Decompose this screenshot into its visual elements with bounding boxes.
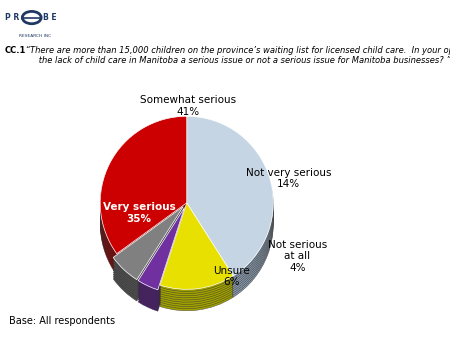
Wedge shape xyxy=(138,212,184,294)
Text: Not very serious
14%: Not very serious 14% xyxy=(246,168,332,189)
Text: CC.1: CC.1 xyxy=(4,46,26,55)
Wedge shape xyxy=(113,228,183,301)
Wedge shape xyxy=(100,125,187,262)
Wedge shape xyxy=(160,203,233,289)
Wedge shape xyxy=(160,211,233,298)
Wedge shape xyxy=(113,215,183,288)
Wedge shape xyxy=(160,207,233,294)
Wedge shape xyxy=(138,222,184,305)
Wedge shape xyxy=(113,209,183,282)
Wedge shape xyxy=(187,129,273,289)
Wedge shape xyxy=(138,225,184,307)
Wedge shape xyxy=(138,220,184,303)
Text: Somewhat serious
41%: Somewhat serious 41% xyxy=(140,95,237,117)
Wedge shape xyxy=(113,224,183,297)
Wedge shape xyxy=(113,219,183,292)
Text: Unsure
6%: Unsure 6% xyxy=(213,266,250,287)
Wedge shape xyxy=(160,224,233,311)
Text: “There are more than 15,000 children on the province’s waiting list for licensed: “There are more than 15,000 children on … xyxy=(23,46,450,65)
Wedge shape xyxy=(187,123,273,282)
Wedge shape xyxy=(187,138,273,297)
Wedge shape xyxy=(100,121,187,258)
Wedge shape xyxy=(138,218,184,300)
Wedge shape xyxy=(100,118,187,256)
Wedge shape xyxy=(160,218,233,304)
Text: Very serious
35%: Very serious 35% xyxy=(103,202,176,224)
Wedge shape xyxy=(100,136,187,273)
Wedge shape xyxy=(160,205,233,291)
Wedge shape xyxy=(187,127,273,287)
Wedge shape xyxy=(100,116,187,254)
Wedge shape xyxy=(100,131,187,269)
Wedge shape xyxy=(113,211,183,284)
Wedge shape xyxy=(113,222,183,295)
Wedge shape xyxy=(100,138,187,275)
Text: Perceived Extent of Child Care Availability: Perceived Extent of Child Care Availabil… xyxy=(81,15,450,30)
Wedge shape xyxy=(160,209,233,296)
Text: Not serious
at all
4%: Not serious at all 4% xyxy=(268,240,327,273)
Text: P R: P R xyxy=(5,13,20,22)
Text: B E: B E xyxy=(43,13,57,22)
Wedge shape xyxy=(160,222,233,309)
Wedge shape xyxy=(187,116,273,276)
Wedge shape xyxy=(187,136,273,295)
Text: RESEARCH INC: RESEARCH INC xyxy=(19,33,51,38)
Wedge shape xyxy=(138,214,184,296)
Wedge shape xyxy=(113,217,183,290)
Wedge shape xyxy=(100,134,187,271)
Wedge shape xyxy=(138,216,184,298)
Wedge shape xyxy=(138,229,184,311)
Wedge shape xyxy=(138,227,184,309)
Wedge shape xyxy=(187,125,273,284)
Wedge shape xyxy=(138,208,184,290)
Text: Base: All respondents: Base: All respondents xyxy=(9,316,115,326)
Wedge shape xyxy=(160,216,233,302)
Wedge shape xyxy=(113,207,183,280)
Wedge shape xyxy=(113,226,183,299)
Wedge shape xyxy=(100,127,187,264)
Wedge shape xyxy=(138,210,184,292)
Wedge shape xyxy=(113,213,183,286)
Wedge shape xyxy=(100,129,187,266)
Wedge shape xyxy=(160,220,233,307)
Wedge shape xyxy=(187,131,273,291)
Wedge shape xyxy=(187,121,273,280)
Wedge shape xyxy=(187,118,273,278)
Wedge shape xyxy=(160,214,233,300)
Wedge shape xyxy=(187,134,273,293)
Wedge shape xyxy=(100,123,187,260)
